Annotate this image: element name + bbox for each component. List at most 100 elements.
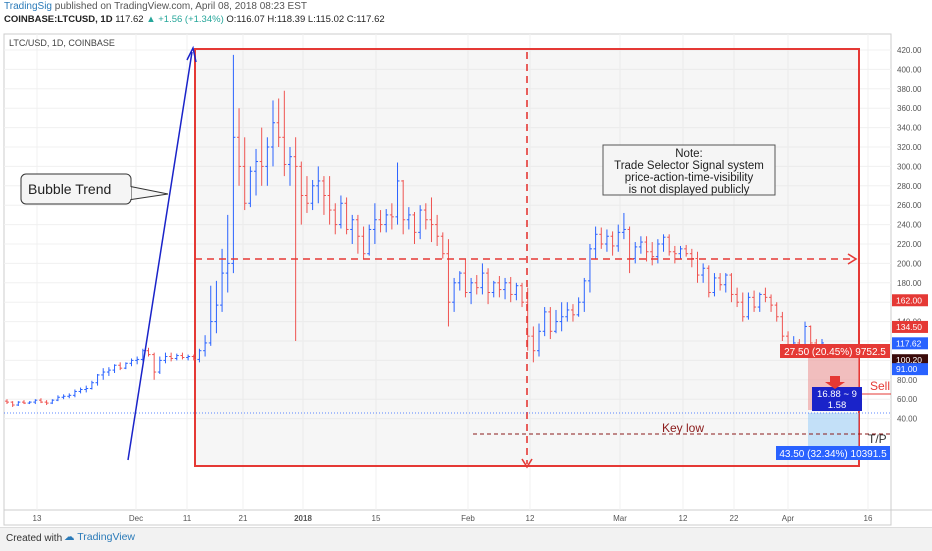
- candle: [67, 393, 72, 399]
- candle: [684, 244, 689, 257]
- publisher-name[interactable]: TradingSig: [4, 1, 52, 12]
- candle: [327, 176, 332, 225]
- price-chart[interactable]: LTC/USD, 1D, COINBASE Key low Bubble Tre…: [0, 30, 932, 527]
- candle: [718, 273, 723, 291]
- candle: [55, 395, 60, 402]
- risk-label-box: [780, 344, 890, 358]
- note-line-1: Note:: [675, 148, 703, 160]
- candle: [486, 268, 491, 305]
- candle: [10, 401, 15, 407]
- price-tick-label: 400.00: [897, 65, 922, 74]
- price-tick-label: 60.00: [897, 395, 918, 404]
- candle: [678, 245, 683, 259]
- candle: [254, 148, 259, 196]
- candle: [372, 203, 377, 244]
- price-tag: [892, 337, 928, 350]
- candle: [112, 364, 117, 374]
- time-tick-label: 22: [730, 514, 739, 523]
- candle: [763, 287, 768, 303]
- candle: [616, 224, 621, 252]
- time-tick-label: 11: [183, 514, 192, 523]
- candle: [661, 234, 666, 252]
- price-tick-label: 280.00: [897, 182, 922, 191]
- candle: [197, 348, 202, 363]
- time-tick-label: 13: [33, 514, 42, 523]
- candle: [265, 137, 270, 186]
- candle: [729, 273, 734, 303]
- candle: [84, 385, 89, 393]
- candle: [271, 100, 276, 167]
- pane-label: LTC/USD, 1D, COINBASE: [9, 38, 115, 48]
- candle: [38, 398, 43, 404]
- price-tag-label: 91.00: [896, 364, 918, 374]
- candle: [355, 214, 360, 254]
- candle: [429, 197, 434, 243]
- dashed-line-arrowhead-bottom: [521, 458, 533, 469]
- candle: [95, 373, 100, 386]
- candle: [350, 214, 355, 244]
- time-gridlines: [36, 34, 869, 510]
- created-with-label: Created with: [6, 533, 63, 544]
- candle: [423, 203, 428, 230]
- last-price: 117.62: [115, 14, 144, 25]
- candle: [650, 242, 655, 266]
- candle: [27, 401, 32, 405]
- candle: [282, 90, 287, 177]
- footer-bar: Created with ☁ TradingView: [0, 527, 932, 551]
- reward-zone: [808, 413, 859, 450]
- candle: [582, 277, 587, 312]
- candle: [537, 323, 542, 357]
- candle: [576, 297, 581, 317]
- candle: [570, 304, 575, 322]
- time-tick-label: 21: [239, 514, 248, 523]
- candle: [757, 292, 762, 312]
- candle: [152, 352, 157, 380]
- time-tick-label: 16: [864, 514, 873, 523]
- candle: [587, 244, 592, 293]
- note-box: [602, 144, 776, 196]
- candle: [203, 335, 208, 357]
- rr-bottom-label: 1.58: [828, 400, 847, 411]
- candle: [740, 292, 745, 322]
- candle: [208, 285, 213, 346]
- candle: [321, 176, 326, 215]
- candle: [237, 108, 242, 186]
- risk-label: 27.50 (20.45%) 9752.5: [784, 347, 886, 358]
- candle: [214, 280, 219, 334]
- rr-ratio-box: [812, 387, 862, 411]
- candle: [780, 311, 785, 341]
- candle: [548, 307, 553, 340]
- candle: [610, 231, 615, 256]
- candle: [752, 290, 757, 312]
- candle: [440, 232, 445, 259]
- note-line-3: price-action-time-visibility: [625, 172, 754, 184]
- price-tick-label: 420.00: [897, 46, 922, 55]
- candle: [163, 352, 168, 364]
- callout-pointer: [127, 185, 169, 201]
- candle: [712, 273, 717, 297]
- candle: [452, 277, 457, 312]
- note-line-4: is not displayed publicly: [629, 184, 750, 196]
- price-tick-label: 240.00: [897, 221, 922, 230]
- candle: [457, 271, 462, 291]
- tp-label: T/P: [868, 432, 887, 446]
- price-tick-label: 300.00: [897, 162, 922, 171]
- time-tick-label: Apr: [782, 514, 795, 523]
- symbol-name: COINBASE:LTCUSD, 1D: [4, 14, 113, 25]
- candle: [559, 302, 564, 332]
- candle: [395, 162, 400, 225]
- candle: [135, 356, 140, 365]
- published-text: published on TradingView.com, April 08, …: [54, 1, 307, 12]
- price-tag-label: 100.20: [896, 355, 922, 365]
- price-tag-label: 162.00: [896, 295, 922, 305]
- time-tick-label: Mar: [613, 514, 627, 523]
- candle: [446, 239, 451, 327]
- ohlc-values: O:116.07 H:118.39 L:115.02 C:117.62: [226, 14, 385, 25]
- price-tick-label: 260.00: [897, 201, 922, 210]
- candle: [520, 282, 525, 308]
- tradingview-logo[interactable]: ☁ TradingView: [64, 531, 136, 543]
- candle: [406, 207, 411, 230]
- bubble-trend-line: [127, 51, 193, 461]
- candle: [146, 347, 151, 357]
- time-tick-label: Dec: [129, 514, 143, 523]
